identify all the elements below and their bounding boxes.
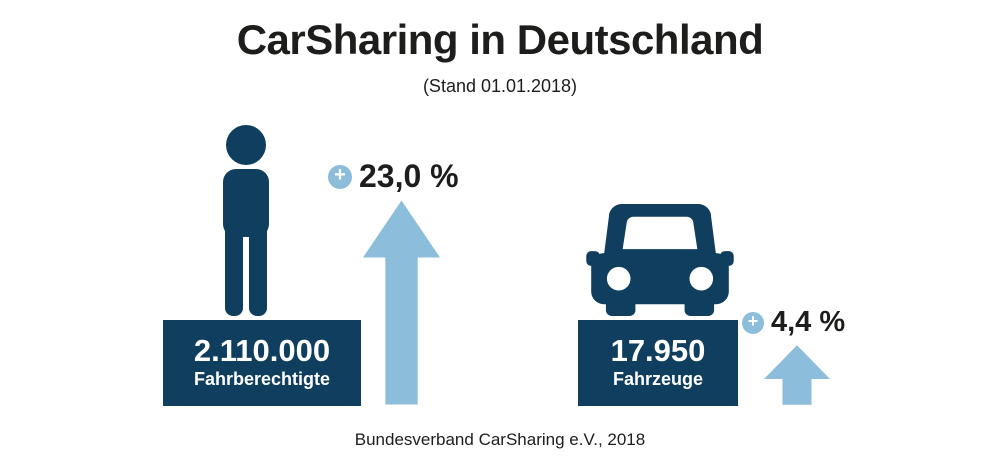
plus-icon: +	[328, 164, 352, 189]
stat-box-fahrberechtigte: 2.110.000 Fahrberechtigte	[163, 320, 361, 406]
change-value-fahrberechtigte: 23,0 %	[359, 158, 459, 194]
plus-icon: +	[742, 311, 764, 334]
change-indicator-fahrberechtigte: + 23,0 %	[328, 158, 459, 195]
stat-value-fahrzeuge: 17.950	[610, 333, 706, 369]
person-icon	[223, 125, 269, 316]
page-title: CarSharing in Deutschland	[236, 16, 764, 63]
change-value-fahrzeuge: 4,4 %	[771, 306, 846, 338]
stat-label-fahrberechtigte: Fahrberechtigte	[193, 369, 331, 390]
subtitle-date: (Stand 01.01.2018)	[422, 76, 578, 96]
stat-box-fahrzeuge: 17.950 Fahrzeuge	[578, 320, 738, 406]
plus-glyph: +	[747, 311, 759, 331]
arrow-up-icon	[363, 200, 440, 405]
stat-value-fahrberechtigte: 2.110.000	[193, 333, 331, 369]
arrow-up-icon	[764, 345, 830, 405]
source-credit: Bundesverband CarSharing e.V., 2018	[354, 430, 646, 449]
plus-glyph: +	[334, 164, 346, 186]
stat-label-fahrzeuge: Fahrzeuge	[612, 369, 704, 390]
car-icon	[586, 203, 734, 317]
change-indicator-fahrzeuge: + 4,4 %	[742, 306, 845, 339]
